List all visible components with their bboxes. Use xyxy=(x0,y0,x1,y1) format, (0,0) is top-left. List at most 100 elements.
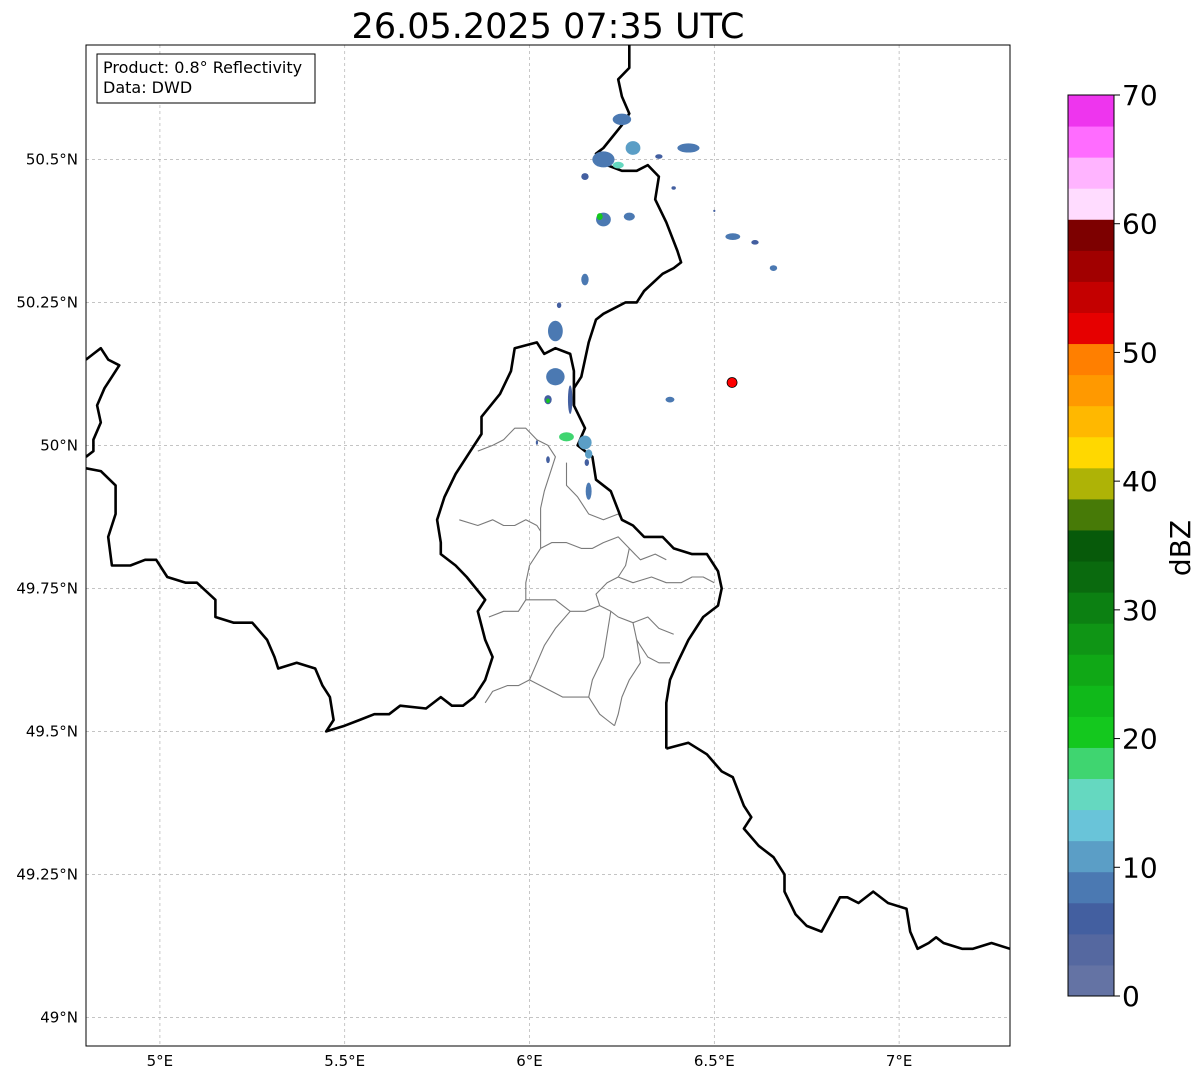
lon-tick-label: 6°E xyxy=(516,1052,543,1070)
radar-echo-cell xyxy=(535,440,539,445)
radar-echo-cell xyxy=(655,154,663,159)
radar-site-marker xyxy=(726,377,738,388)
radar-echo-cell xyxy=(546,456,550,464)
colorbar-bin xyxy=(1068,281,1114,313)
info-product: Product: 0.8° Reflectivity xyxy=(103,58,302,77)
radar-echoes xyxy=(535,113,778,500)
lon-tick-label: 5.5°E xyxy=(324,1052,365,1070)
colorbar-tick-label: 70 xyxy=(1122,79,1158,112)
admin-boundary-line xyxy=(459,519,542,532)
radar-echo-cell xyxy=(612,161,624,169)
colorbar-tick-label: 20 xyxy=(1122,723,1158,756)
lat-tick-label: 50°N xyxy=(40,436,78,454)
radar-echo-cell xyxy=(592,151,615,168)
radar-echo-cell xyxy=(585,482,592,500)
colorbar-bin xyxy=(1068,467,1114,500)
colorbar-tick-label: 10 xyxy=(1122,851,1158,884)
admin-boundaries xyxy=(459,427,715,727)
radar-echo-cell xyxy=(612,113,632,126)
colorbar-bin xyxy=(1068,561,1114,593)
colorbar-bin xyxy=(1068,840,1114,873)
radar-echo-cell xyxy=(713,209,716,213)
colorbar: 0 10 20 30 40 50 60 70 dBZ xyxy=(1067,79,1197,1013)
radar-echo-cell xyxy=(751,240,759,245)
lon-tick-label: 6.5°E xyxy=(694,1052,735,1070)
radar-echo-cell xyxy=(546,368,565,386)
radar-echo-cell xyxy=(556,302,562,309)
radar-site-layer xyxy=(726,377,738,388)
radar-echo-cell xyxy=(581,273,589,286)
radar-echo-cell xyxy=(671,186,676,190)
colorbar-bin xyxy=(1068,188,1114,220)
colorbar-bin xyxy=(1068,716,1114,748)
colorbar-bin xyxy=(1068,623,1114,655)
radar-echo-cell xyxy=(769,265,778,271)
radar-echo-cell xyxy=(581,173,589,180)
colorbar-bin xyxy=(1068,902,1114,935)
admin-boundary-line xyxy=(565,462,623,521)
map-background xyxy=(86,45,1010,1046)
colorbar-bin xyxy=(1068,529,1114,562)
radar-echo-cell xyxy=(548,320,563,342)
radar-echo-cell xyxy=(623,212,635,221)
colorbar-bin xyxy=(1068,250,1114,282)
colorbar-label: dBZ xyxy=(1164,520,1197,576)
radar-echo-cell xyxy=(584,449,593,459)
colorbar-frame xyxy=(1067,94,1115,997)
admin-boundary-line xyxy=(617,548,630,578)
colorbar-bin xyxy=(1068,219,1114,251)
radar-echo-cell xyxy=(665,396,675,403)
colorbar-bin xyxy=(1068,126,1114,158)
country-border-line xyxy=(86,341,723,749)
colorbar-tick-label: 50 xyxy=(1122,336,1158,369)
radar-echo-cell xyxy=(725,233,741,241)
radar-echo-cell xyxy=(546,398,550,404)
lat-tick-label: 49.5°N xyxy=(26,722,78,740)
radar-echo-cell xyxy=(584,459,590,466)
colorbar-bin xyxy=(1068,95,1114,127)
colorbar-bin xyxy=(1068,592,1114,624)
colorbar-bin xyxy=(1068,871,1114,904)
colorbar-bin xyxy=(1068,405,1114,438)
info-box: Product: 0.8° Reflectivity Data: DWD xyxy=(96,53,316,104)
lat-tick-label: 50.5°N xyxy=(26,150,78,168)
colorbar-bin xyxy=(1068,157,1114,189)
lat-tick-label: 49.75°N xyxy=(16,579,78,597)
lat-tick-label: 49.25°N xyxy=(16,865,78,883)
map-frame xyxy=(85,44,1011,1047)
colorbar-bin xyxy=(1068,685,1114,717)
admin-boundary-line xyxy=(529,679,589,698)
radar-echo-cell xyxy=(578,435,592,450)
info-source: Data: DWD xyxy=(103,78,192,97)
country-border-line xyxy=(86,346,121,458)
colorbar-bin xyxy=(1068,778,1114,811)
radar-echo-cell xyxy=(567,385,573,414)
radar-echo-cell xyxy=(596,213,603,221)
colorbar-bin xyxy=(1068,964,1114,997)
colorbar-bin xyxy=(1068,436,1114,469)
latitude-axis: 50.5°N 50.25°N 50°N 49.75°N 49.5°N 49.25°N 49°… xyxy=(16,150,78,1026)
longitude-axis: 5°E 5.5°E 6°E 6.5°E 7°E xyxy=(147,1052,913,1070)
admin-boundary-line xyxy=(636,639,670,664)
colorbar-tick-label: 30 xyxy=(1122,594,1158,627)
lon-tick-label: 5°E xyxy=(147,1052,174,1070)
lat-tick-label: 50.25°N xyxy=(16,293,78,311)
radar-echo-cell xyxy=(625,141,641,155)
colorbar-bin xyxy=(1068,498,1114,531)
lon-tick-label: 7°E xyxy=(886,1052,913,1070)
colorbar-tick-label: 60 xyxy=(1122,208,1158,241)
colorbar-bin xyxy=(1068,809,1114,842)
radar-echo-cell xyxy=(677,143,700,153)
info-box-frame xyxy=(96,53,316,104)
lat-tick-label: 49°N xyxy=(40,1008,78,1026)
colorbar-bin xyxy=(1068,933,1114,966)
chart-title: 26.05.2025 07:35 UTC xyxy=(352,7,745,47)
colorbar-bin xyxy=(1068,374,1114,407)
admin-boundary-line xyxy=(595,576,715,606)
country-border-line xyxy=(665,741,1010,951)
admin-boundary-line xyxy=(588,611,615,727)
colorbar-bin xyxy=(1068,654,1114,686)
colorbar-bin xyxy=(1068,343,1114,376)
graticule xyxy=(86,45,1010,1046)
